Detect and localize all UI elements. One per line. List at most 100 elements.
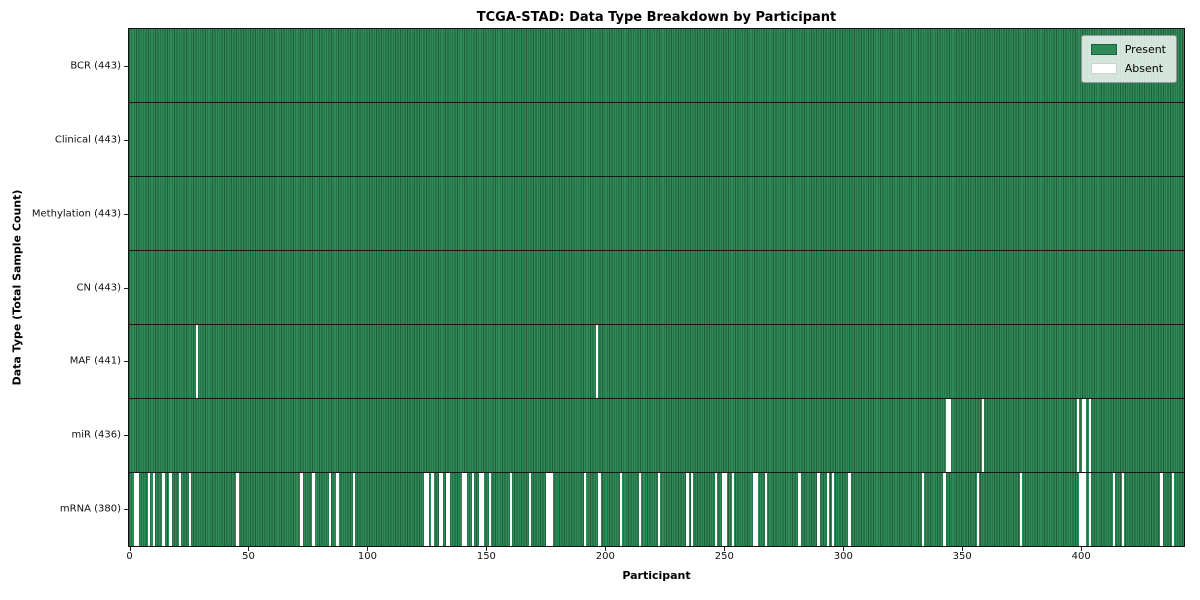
absent-cell [329, 473, 332, 546]
heatmap-rows-container [129, 29, 1184, 546]
absent-cell [764, 473, 768, 546]
y-tick-label: MAF (441) [69, 355, 121, 367]
absent-cell [1112, 473, 1115, 546]
absent-cell [1122, 473, 1125, 546]
absent-cell [724, 473, 727, 546]
absent-cell [1083, 399, 1087, 472]
x-tick-label: 50 [242, 551, 255, 562]
absent-cell [188, 473, 191, 546]
absent-cell [529, 473, 532, 546]
absent-cell [714, 473, 718, 546]
legend-entry-absent: Absent [1090, 62, 1166, 75]
heatmap-row-methylation [129, 177, 1184, 251]
absent-cell [1088, 399, 1092, 472]
absent-cell [438, 473, 441, 546]
heatmap-row-clinical [129, 103, 1184, 177]
absent-cell [583, 473, 587, 546]
present-swatch [1090, 44, 1117, 55]
absent-cell [638, 473, 641, 546]
y-tick-label: mRNA (380) [59, 503, 121, 515]
legend-label-present: Present [1124, 43, 1166, 56]
absent-cell [686, 473, 689, 546]
absent-cell [471, 473, 475, 546]
absent-cell [179, 473, 182, 546]
absent-cell [312, 473, 315, 546]
absent-cell [981, 399, 984, 472]
absent-cell [462, 473, 465, 546]
absent-cell [195, 325, 199, 398]
x-axis-label: Participant [622, 569, 691, 582]
absent-cell [826, 473, 830, 546]
x-tick-mark [486, 547, 488, 551]
legend-label-absent: Absent [1124, 62, 1164, 75]
absent-cell [426, 473, 430, 546]
y-tick-mark [124, 287, 128, 289]
x-tick-mark [1081, 547, 1083, 551]
y-tick-mark [124, 434, 128, 436]
absent-cell [481, 473, 484, 546]
absent-cell [479, 473, 482, 546]
x-tick-mark [605, 547, 607, 551]
y-tick-label: Clinical (443) [54, 134, 121, 146]
y-tick-mark [124, 508, 128, 510]
absent-cell [169, 473, 172, 546]
absent-cell [488, 473, 491, 546]
absent-cell [1076, 399, 1080, 472]
y-axis-label: Data Type (Total Sample Count) [10, 189, 24, 386]
y-tick-mark [124, 361, 128, 363]
x-tick-label: 0 [126, 551, 133, 562]
absent-cell [831, 473, 834, 546]
legend: Present Absent [1080, 35, 1177, 83]
y-tick-mark [124, 140, 128, 142]
x-tick-label: 350 [952, 551, 972, 562]
absent-cell [448, 473, 451, 546]
absent-cell [440, 473, 444, 546]
heatmap-row-mir [129, 399, 1184, 473]
absent-cell [550, 473, 553, 546]
absent-cell [424, 473, 427, 546]
absent-cell [464, 473, 468, 546]
heatmap-plot-area: Present Absent [128, 28, 1185, 547]
absent-cell [152, 473, 156, 546]
absent-cell [1079, 473, 1082, 546]
absent-cell [1083, 473, 1087, 546]
absent-cell [148, 473, 151, 546]
absent-cell [548, 473, 551, 546]
x-tick-mark [724, 547, 726, 551]
x-tick-mark [248, 547, 250, 551]
absent-cell [798, 473, 801, 546]
absent-cell [1019, 473, 1023, 546]
y-tick-mark [124, 213, 128, 215]
absent-cell [598, 473, 601, 546]
x-tick-label: 300 [833, 551, 853, 562]
heatmap-row-maf [129, 325, 1184, 399]
y-tick-label: BCR (443) [70, 60, 121, 72]
absent-cell [352, 473, 356, 546]
absent-cell [595, 325, 599, 398]
absent-cell [731, 473, 734, 546]
absent-cell [1088, 473, 1092, 546]
x-tick-label: 250 [714, 551, 734, 562]
absent-cell [817, 473, 820, 546]
y-tick-label: miR (436) [71, 429, 121, 441]
absent-swatch [1090, 63, 1117, 74]
absent-cell [976, 473, 980, 546]
x-tick-mark [129, 547, 131, 551]
absent-cell [922, 473, 925, 546]
absent-cell [721, 473, 725, 546]
absent-cell [657, 473, 661, 546]
absent-cell [1172, 473, 1175, 546]
absent-cell [136, 473, 139, 546]
absent-cell [431, 473, 434, 546]
heatmap-row-mrna [129, 473, 1184, 546]
x-tick-mark [367, 547, 369, 551]
heatmap-row-cn [129, 251, 1184, 325]
absent-cell [848, 473, 851, 546]
absent-cell [510, 473, 513, 546]
absent-cell [1081, 399, 1084, 472]
chart-title: TCGA-STAD: Data Type Breakdown by Partic… [476, 10, 837, 25]
x-tick-label: 400 [1071, 551, 1091, 562]
absent-cell [752, 473, 756, 546]
absent-cell [691, 473, 694, 546]
